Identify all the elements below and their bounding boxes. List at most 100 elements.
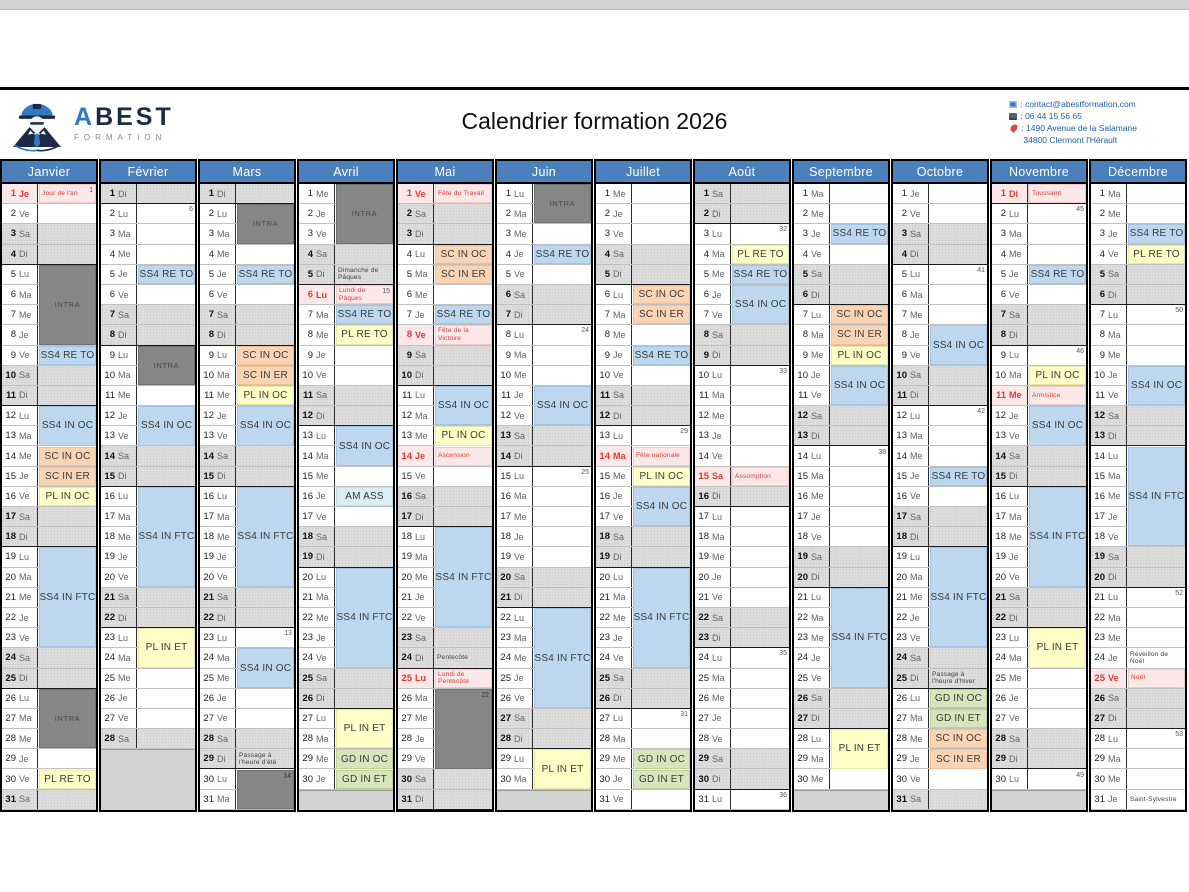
weekday-abbrev: Je: [415, 309, 425, 320]
month-header-septembre: Septembre: [794, 161, 888, 184]
day-label: 19 Me: [695, 547, 731, 567]
weekday-abbrev: Ma: [1009, 652, 1022, 663]
event-area: [1127, 204, 1185, 224]
day-number: 22: [896, 612, 907, 624]
weekday-abbrev: Ma: [415, 693, 428, 704]
weekday-abbrev: Ma: [316, 451, 329, 462]
weekday-abbrev: Ma: [217, 228, 230, 239]
day-number: 3: [208, 228, 214, 240]
logo-brand: ABEST: [74, 102, 174, 131]
day-label: 28 Lu: [794, 729, 830, 749]
day-label: 15 Di: [200, 466, 236, 486]
event-area: [335, 688, 393, 708]
day-label: 14 Ma: [596, 446, 632, 466]
day-label: 20 Ve: [101, 567, 137, 587]
day-number: 23: [995, 632, 1006, 644]
event-gd-in-oc: GD IN OC: [930, 688, 987, 709]
month-days: 1 Di 2 Lu 3 Ma 4 Me 5 Je 6 Ve 7 Sa 8 Di 9 Lu 10 Ma 11 Me 12 Je 1…: [101, 184, 195, 810]
month-header-mai: Mai: [398, 161, 492, 184]
event-area: [236, 708, 294, 729]
event-pl-re-to: PL RE TO: [1128, 244, 1185, 264]
day-number: 23: [302, 632, 313, 644]
day-label: 10 Ma: [101, 365, 137, 385]
day-number: 28: [698, 733, 709, 745]
weekday-abbrev: Ma: [118, 228, 131, 239]
day-label: 27 Di: [1091, 708, 1127, 729]
event-sc-in-oc: SC IN OC: [435, 244, 492, 264]
day-label: 1 Me: [596, 184, 632, 204]
event-pl-in-oc: PL IN OC: [1029, 365, 1086, 385]
event-label: GD IN OC: [637, 753, 686, 765]
day-row: 10 Ve: [596, 365, 690, 386]
weekday-abbrev: Lu: [712, 228, 723, 239]
day-label: 7 Lu: [794, 305, 830, 325]
event-area: [1028, 729, 1086, 749]
weekday-abbrev: Sa: [514, 289, 526, 300]
month-avril: Avril 1 Me 2 Je 3 Ve 4 Sa 5 Di 6 Lu 7 Ma 8 Me 9 Je 10 Ve 11 Sa…: [297, 159, 395, 812]
day-label: 19 Je: [200, 547, 236, 567]
day-label: 3 Je: [794, 224, 830, 244]
day-number: 1: [109, 188, 115, 200]
event-label: Toussaint: [1032, 189, 1062, 197]
event-label: SS4 RE TO: [1129, 228, 1184, 240]
day-label: 2 Lu: [101, 204, 137, 224]
event-area: [236, 749, 294, 769]
event-area: [1127, 345, 1185, 365]
day-label: 5 Ma: [398, 264, 434, 284]
weekday-abbrev: Sa: [514, 430, 526, 441]
event-area: [731, 708, 789, 729]
day-row: 15 Me: [299, 466, 393, 487]
day-row: 18 Di: [2, 527, 96, 548]
weekday-abbrev: Sa: [910, 794, 922, 805]
day-number: 5: [703, 268, 709, 280]
day-row: 29 Sa: [695, 749, 789, 770]
day-label: 25 Me: [992, 668, 1028, 688]
day-number: 18: [500, 531, 511, 543]
month-days: 1 Je 2 Ve 3 Sa 4 Di 5 Lu 6 Ma 7 Me 8 Je 9 Ve 10 Sa 11 Di 12 Lu 1…: [893, 184, 987, 810]
day-number: 5: [802, 268, 808, 280]
event-sc-in-er: SC IN ER: [930, 749, 987, 769]
day-number: 6: [1000, 289, 1006, 301]
weekday-abbrev: Me: [811, 632, 824, 643]
weekday-abbrev: Lu: [811, 592, 822, 603]
day-number: 1: [505, 188, 511, 200]
day-number: 6: [1099, 289, 1105, 301]
day-row: 3 Sa: [2, 224, 96, 245]
day-label: 17 Sa: [893, 507, 929, 527]
day-row: 21 Sa: [200, 587, 294, 608]
event-area: [731, 668, 789, 688]
weekday-abbrev: Lu: [118, 632, 129, 643]
week-number: 52: [1175, 589, 1183, 597]
event-label: SS4 IN OC: [140, 420, 193, 432]
week-number-cell: 49: [1029, 770, 1086, 789]
weekday-abbrev: Je: [1009, 693, 1019, 704]
day-row: 7 Sa: [101, 305, 195, 326]
day-label: 26 Lu: [2, 688, 38, 708]
contact-email[interactable]: : contact@abestformation.com: [1009, 98, 1137, 110]
event-label: INTRA: [351, 209, 378, 219]
day-label: 25 Ve: [794, 668, 830, 688]
day-number: 22: [1094, 612, 1105, 624]
day-label: 16 Lu: [992, 486, 1028, 506]
day-row: 23 Lu: [200, 628, 294, 649]
day-label: 4 Di: [2, 244, 38, 264]
day-label: 10 Sa: [2, 365, 38, 385]
weekday-abbrev: Sa: [712, 329, 724, 340]
weekday-abbrev: Je: [1108, 370, 1118, 381]
weekday-abbrev: Ma: [19, 430, 32, 441]
event-area: [1127, 264, 1185, 284]
event-sc-in-er: SC IN ER: [237, 365, 294, 385]
day-row: 4 Me: [992, 244, 1086, 265]
event-label: SS4 IN OC: [239, 420, 292, 432]
week-number: 36: [779, 791, 787, 799]
weekday-abbrev: Ma: [415, 269, 428, 280]
weekday-abbrev: Di: [613, 551, 622, 562]
weekday-abbrev: Ma: [811, 329, 824, 340]
week-number-cell: 13: [237, 628, 294, 647]
day-row: 2 Di: [695, 204, 789, 225]
day-number: 13: [302, 430, 313, 442]
event-area: [236, 446, 294, 466]
day-row: 15 Di: [101, 466, 195, 487]
event-area: [929, 244, 987, 264]
day-number: 23: [104, 632, 115, 644]
